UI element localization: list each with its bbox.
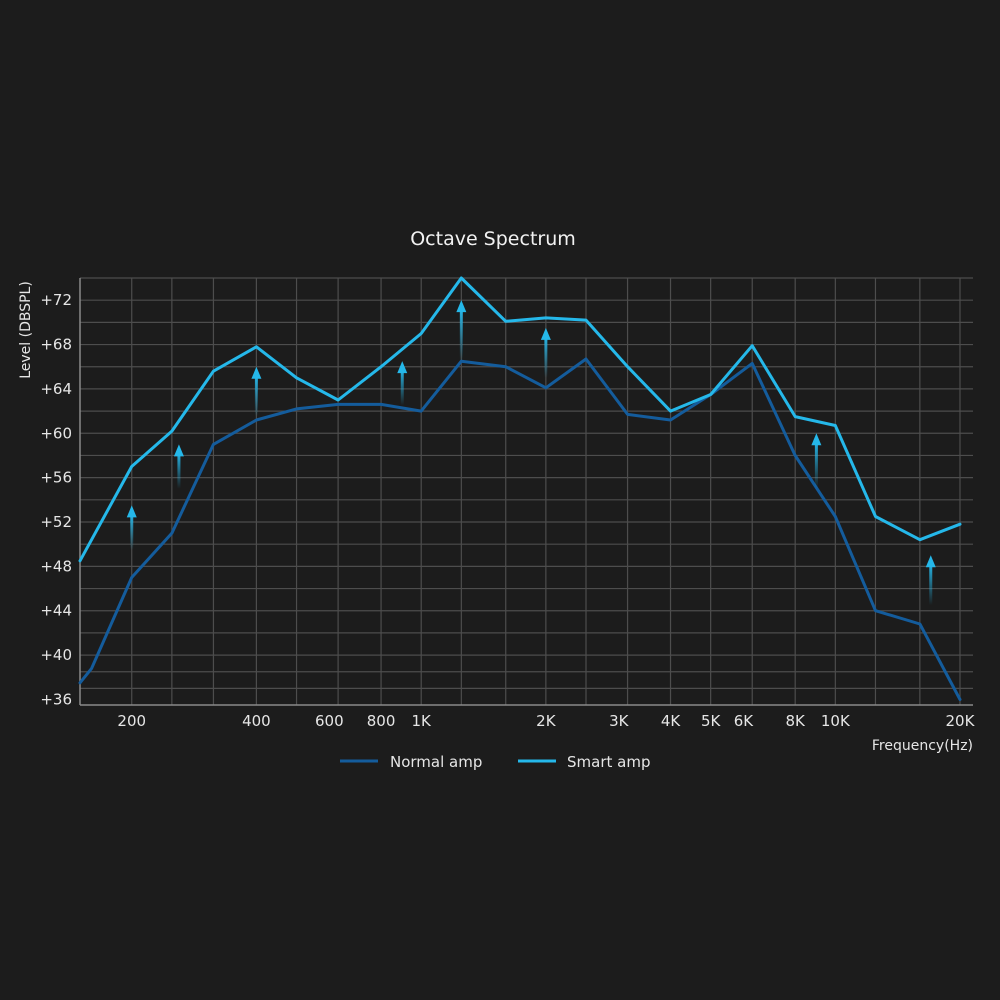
boost-arrow xyxy=(456,300,467,362)
y-tick-label: +44 xyxy=(40,602,72,620)
boost-arrow-head xyxy=(126,505,137,518)
boost-arrow-shaft xyxy=(929,563,933,606)
chart-title: Octave Spectrum xyxy=(410,228,576,250)
x-tick-label: 1K xyxy=(412,712,433,730)
series-line-normal-amp xyxy=(78,357,962,701)
y-tick-label: +60 xyxy=(40,424,72,442)
x-tick-label: 400 xyxy=(242,712,271,730)
boost-arrow-shaft xyxy=(177,452,181,489)
boost-arrow-shaft xyxy=(544,335,548,378)
boost-arrow xyxy=(397,361,408,406)
boost-arrow xyxy=(811,433,822,489)
y-tick-label: +68 xyxy=(40,336,72,354)
legend-label: Normal amp xyxy=(390,753,482,771)
legend-label: Smart amp xyxy=(567,753,650,771)
boost-arrow xyxy=(925,555,936,606)
x-tick-label: 2K xyxy=(536,712,557,730)
x-tick-label: 200 xyxy=(117,712,146,730)
series-lines xyxy=(78,276,962,701)
axes xyxy=(79,278,973,706)
y-tick-label: +48 xyxy=(40,557,72,575)
y-tick-label: +64 xyxy=(40,380,72,398)
series-line-smart-amp xyxy=(78,276,962,563)
boost-arrow-shaft xyxy=(459,308,463,362)
x-tick-label: 8K xyxy=(786,712,807,730)
x-tick-label: 800 xyxy=(367,712,396,730)
boost-arrow xyxy=(540,327,551,378)
y-tick-label: +56 xyxy=(40,469,72,487)
boost-arrow-head xyxy=(397,361,408,374)
boost-arrow xyxy=(173,444,184,489)
boost-arrow-shaft xyxy=(814,441,818,489)
x-tick-label: 600 xyxy=(315,712,344,730)
y-tick-label: +36 xyxy=(40,690,72,708)
boost-arrow-shaft xyxy=(254,374,258,417)
x-tick-labels: 200 400 600 800 1K 2K 3K 4K 5K 6K 8K 10K 20K xyxy=(117,712,975,730)
boost-arrow-head xyxy=(456,300,467,313)
x-tick-label: 4K xyxy=(661,712,682,730)
x-tick-label: 6K xyxy=(734,712,755,730)
x-tick-label: 3K xyxy=(609,712,630,730)
boost-arrow-head xyxy=(811,433,822,446)
y-tick-label: +40 xyxy=(40,646,72,664)
legend: Normal amp Smart amp xyxy=(340,753,650,771)
boost-arrow-head xyxy=(925,555,936,568)
y-axis-label: Level (DBSPL) xyxy=(18,281,34,379)
x-tick-label: 20K xyxy=(946,712,976,730)
boost-arrow-head xyxy=(251,366,262,379)
y-tick-labels: +36 +40 +44 +48 +52 +56 +60 +64 +68 +72 xyxy=(40,291,72,708)
legend-item: Normal amp xyxy=(340,753,482,771)
gridlines xyxy=(80,277,973,705)
boost-arrow-shaft xyxy=(130,513,134,550)
boost-arrow-head xyxy=(540,327,551,340)
boost-arrow xyxy=(251,366,262,417)
y-tick-label: +72 xyxy=(40,291,72,309)
x-tick-label: 10K xyxy=(821,712,851,730)
legend-item: Smart amp xyxy=(518,753,650,771)
x-tick-label: 5K xyxy=(701,712,722,730)
boost-arrows xyxy=(126,300,936,606)
boost-arrow xyxy=(126,505,137,550)
boost-arrow-shaft xyxy=(400,369,404,406)
x-axis-label: Frequency(Hz) xyxy=(872,738,973,754)
boost-arrow-head xyxy=(173,444,184,457)
y-tick-label: +52 xyxy=(40,513,72,531)
